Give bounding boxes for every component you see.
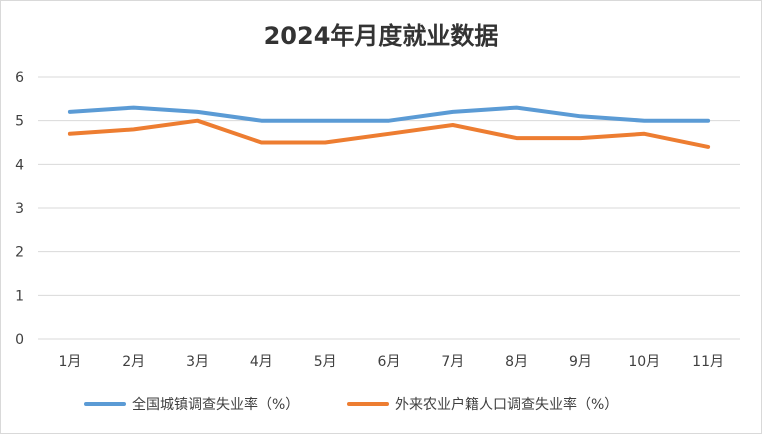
x-tick-label-2: 2月	[122, 354, 145, 370]
y-tick-label-3: 3	[15, 201, 24, 217]
x-tick-label-4: 4月	[250, 354, 273, 370]
x-tick-label-8: 8月	[505, 354, 528, 370]
legend-label-1: 全国城镇调查失业率（%）	[132, 396, 299, 413]
x-axis-ticks: 1月 2月 3月 4月 5月 6月 7月 8月 9月 10月 11月	[58, 354, 724, 370]
x-tick-label-5: 5月	[314, 354, 337, 370]
x-tick-label-7: 7月	[441, 354, 464, 370]
legend-label-2: 外来农业户籍人口调查失业率（%）	[395, 396, 618, 413]
y-tick-label-6: 6	[15, 70, 24, 86]
x-tick-label-1: 1月	[58, 354, 81, 370]
y-tick-label-1: 1	[15, 288, 24, 304]
series-line-2	[67, 118, 711, 149]
gridlines	[38, 76, 740, 340]
y-tick-label-5: 5	[15, 114, 24, 130]
y-axis-ticks: 0 1 2 3 4 5 6	[15, 70, 24, 348]
y-tick-label-4: 4	[15, 157, 24, 173]
y-tick-label-0: 0	[15, 332, 24, 348]
chart-title: 2024年月度就业数据	[263, 22, 499, 50]
x-tick-label-3: 3月	[186, 354, 209, 370]
x-tick-label-9: 9月	[569, 354, 592, 370]
x-tick-label-6: 6月	[378, 354, 401, 370]
x-tick-label-10: 10月	[628, 354, 660, 370]
series-line-1	[67, 105, 711, 123]
legend: 全国城镇调查失业率（%） 外来农业户籍人口调查失业率（%）	[84, 396, 618, 413]
y-tick-label-2: 2	[15, 245, 24, 261]
series-lines	[67, 105, 711, 149]
x-tick-label-11: 11月	[692, 354, 724, 370]
